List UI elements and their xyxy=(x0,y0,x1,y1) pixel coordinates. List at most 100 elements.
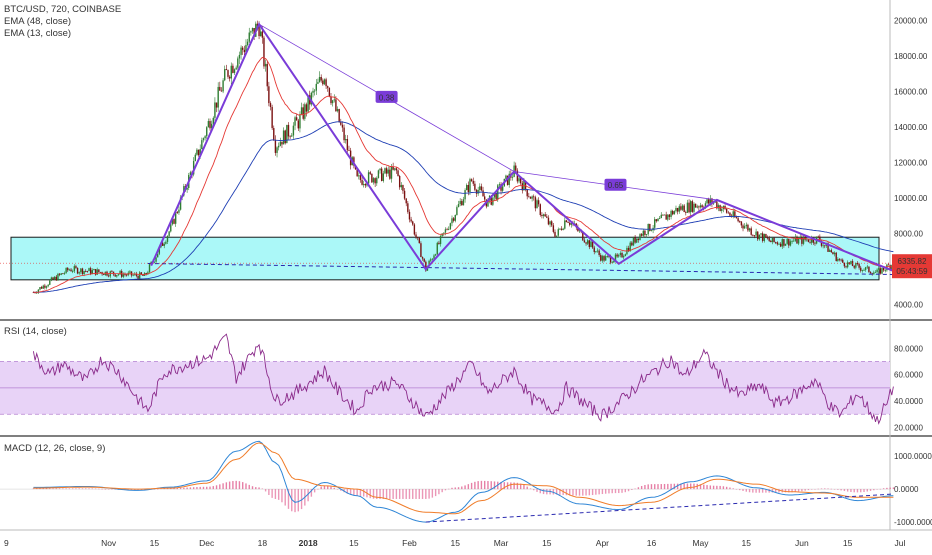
candle-body xyxy=(336,109,339,112)
time-axis-label: Feb xyxy=(402,538,417,548)
candle-body xyxy=(621,252,623,258)
candle-body xyxy=(500,184,502,191)
macd-histogram-bar xyxy=(758,489,761,493)
macd-histogram-bar xyxy=(797,489,800,492)
candle-body xyxy=(685,212,687,213)
candle-body xyxy=(273,128,275,140)
candle-body xyxy=(732,211,734,217)
candle-body xyxy=(743,226,746,229)
macd-histogram-bar xyxy=(824,488,826,490)
candle-body xyxy=(717,205,720,209)
macd-histogram-bar xyxy=(448,488,450,490)
macd-histogram-bar xyxy=(42,488,44,490)
candle-body xyxy=(833,252,836,255)
candle-body xyxy=(634,237,636,243)
macd-trendline[interactable] xyxy=(425,493,894,523)
macd-histogram-bar xyxy=(775,489,777,493)
candle-body xyxy=(701,205,703,208)
macd-histogram-bar xyxy=(94,488,97,490)
support-dashed-line[interactable] xyxy=(147,262,894,275)
rsi-line[interactable] xyxy=(32,333,894,425)
time-axis-label: 15 xyxy=(349,538,359,548)
candle-body xyxy=(268,86,270,104)
candle-body xyxy=(382,173,385,181)
candle-body xyxy=(675,207,677,212)
candle-body xyxy=(328,87,331,97)
macd-histogram-bar xyxy=(647,484,649,490)
macd-histogram-bar xyxy=(843,489,846,492)
candle-body xyxy=(150,261,152,265)
symbol-title[interactable]: BTC/USD, 720, COINBASE xyxy=(4,4,122,15)
candle-body xyxy=(505,175,507,179)
rsi-legend[interactable]: RSI (14, close) xyxy=(4,326,67,338)
fib-label-badge[interactable] xyxy=(375,90,398,103)
ema-13-line[interactable] xyxy=(33,56,894,293)
harmonic-pattern-line[interactable] xyxy=(150,22,894,272)
macd-histogram-bar xyxy=(258,487,260,490)
candle-body xyxy=(353,157,355,166)
candle-body xyxy=(430,259,432,261)
candle-body xyxy=(71,271,74,272)
macd-histogram-bar xyxy=(657,484,659,490)
macd-histogram-bar xyxy=(39,488,41,490)
macd-histogram-bar xyxy=(163,488,165,490)
candle-body xyxy=(228,76,231,79)
candle-body xyxy=(775,242,777,243)
time-axis-label: Jul xyxy=(895,538,906,548)
candle-body xyxy=(559,228,561,230)
candle-body xyxy=(63,272,66,274)
macd-histogram-bar xyxy=(140,489,143,491)
candle-body xyxy=(449,223,452,230)
fib-label-badge[interactable] xyxy=(604,178,627,191)
candle-body xyxy=(537,200,540,205)
candle-body xyxy=(402,185,404,191)
price-tick-label: 16000.00 xyxy=(894,88,928,97)
candle-body xyxy=(330,96,332,104)
macd-histogram-bar xyxy=(601,489,604,495)
macd-histogram-bar xyxy=(130,489,133,491)
candle-body xyxy=(779,243,782,247)
candle-body xyxy=(864,267,867,270)
macd-histogram-bar xyxy=(853,489,855,493)
candle-body xyxy=(887,264,890,266)
macd-histogram-bar xyxy=(330,486,332,490)
candle-body xyxy=(680,206,682,210)
macd-histogram-bar xyxy=(892,487,895,490)
candle-body xyxy=(39,287,41,290)
candle-body xyxy=(418,238,420,244)
macd-histogram-bar xyxy=(385,489,388,499)
candle-body xyxy=(279,141,282,146)
candle-body xyxy=(588,240,591,248)
candle-body xyxy=(552,225,555,232)
candle-body xyxy=(171,219,174,225)
macd-histogram-bar xyxy=(559,489,561,495)
candle-body xyxy=(206,127,208,137)
time-axis-label: 2018 xyxy=(299,538,318,548)
macd-legend[interactable]: MACD (12, 26, close, 9) xyxy=(4,443,105,455)
ema13-legend[interactable]: EMA (13, close) xyxy=(4,28,72,39)
macd-histogram-bar xyxy=(356,489,358,496)
candle-body xyxy=(312,90,314,93)
macd-histogram-bar xyxy=(670,483,672,490)
ema48-legend[interactable]: EMA (48, close) xyxy=(4,16,72,27)
macd-tick-label: 0.0000 xyxy=(894,485,919,494)
macd-histogram-bar xyxy=(611,489,613,494)
candle-body xyxy=(199,149,201,156)
last-price-badge[interactable] xyxy=(892,254,932,279)
candle-body xyxy=(874,272,877,273)
time-axis-label: 15 xyxy=(542,538,552,548)
candle-body xyxy=(783,239,785,246)
candle-body xyxy=(253,27,255,37)
candle-body xyxy=(94,269,97,275)
time-axis-label: 16 xyxy=(647,538,657,548)
macd-signal-line[interactable] xyxy=(33,442,894,515)
candle-body xyxy=(227,70,229,77)
time-axis-label: Jun xyxy=(795,538,809,548)
candle-body xyxy=(439,236,442,245)
macd-histogram-bar xyxy=(268,489,270,495)
candle-body xyxy=(516,170,519,182)
macd-line[interactable] xyxy=(33,440,894,523)
macd-histogram-bar xyxy=(722,486,725,490)
